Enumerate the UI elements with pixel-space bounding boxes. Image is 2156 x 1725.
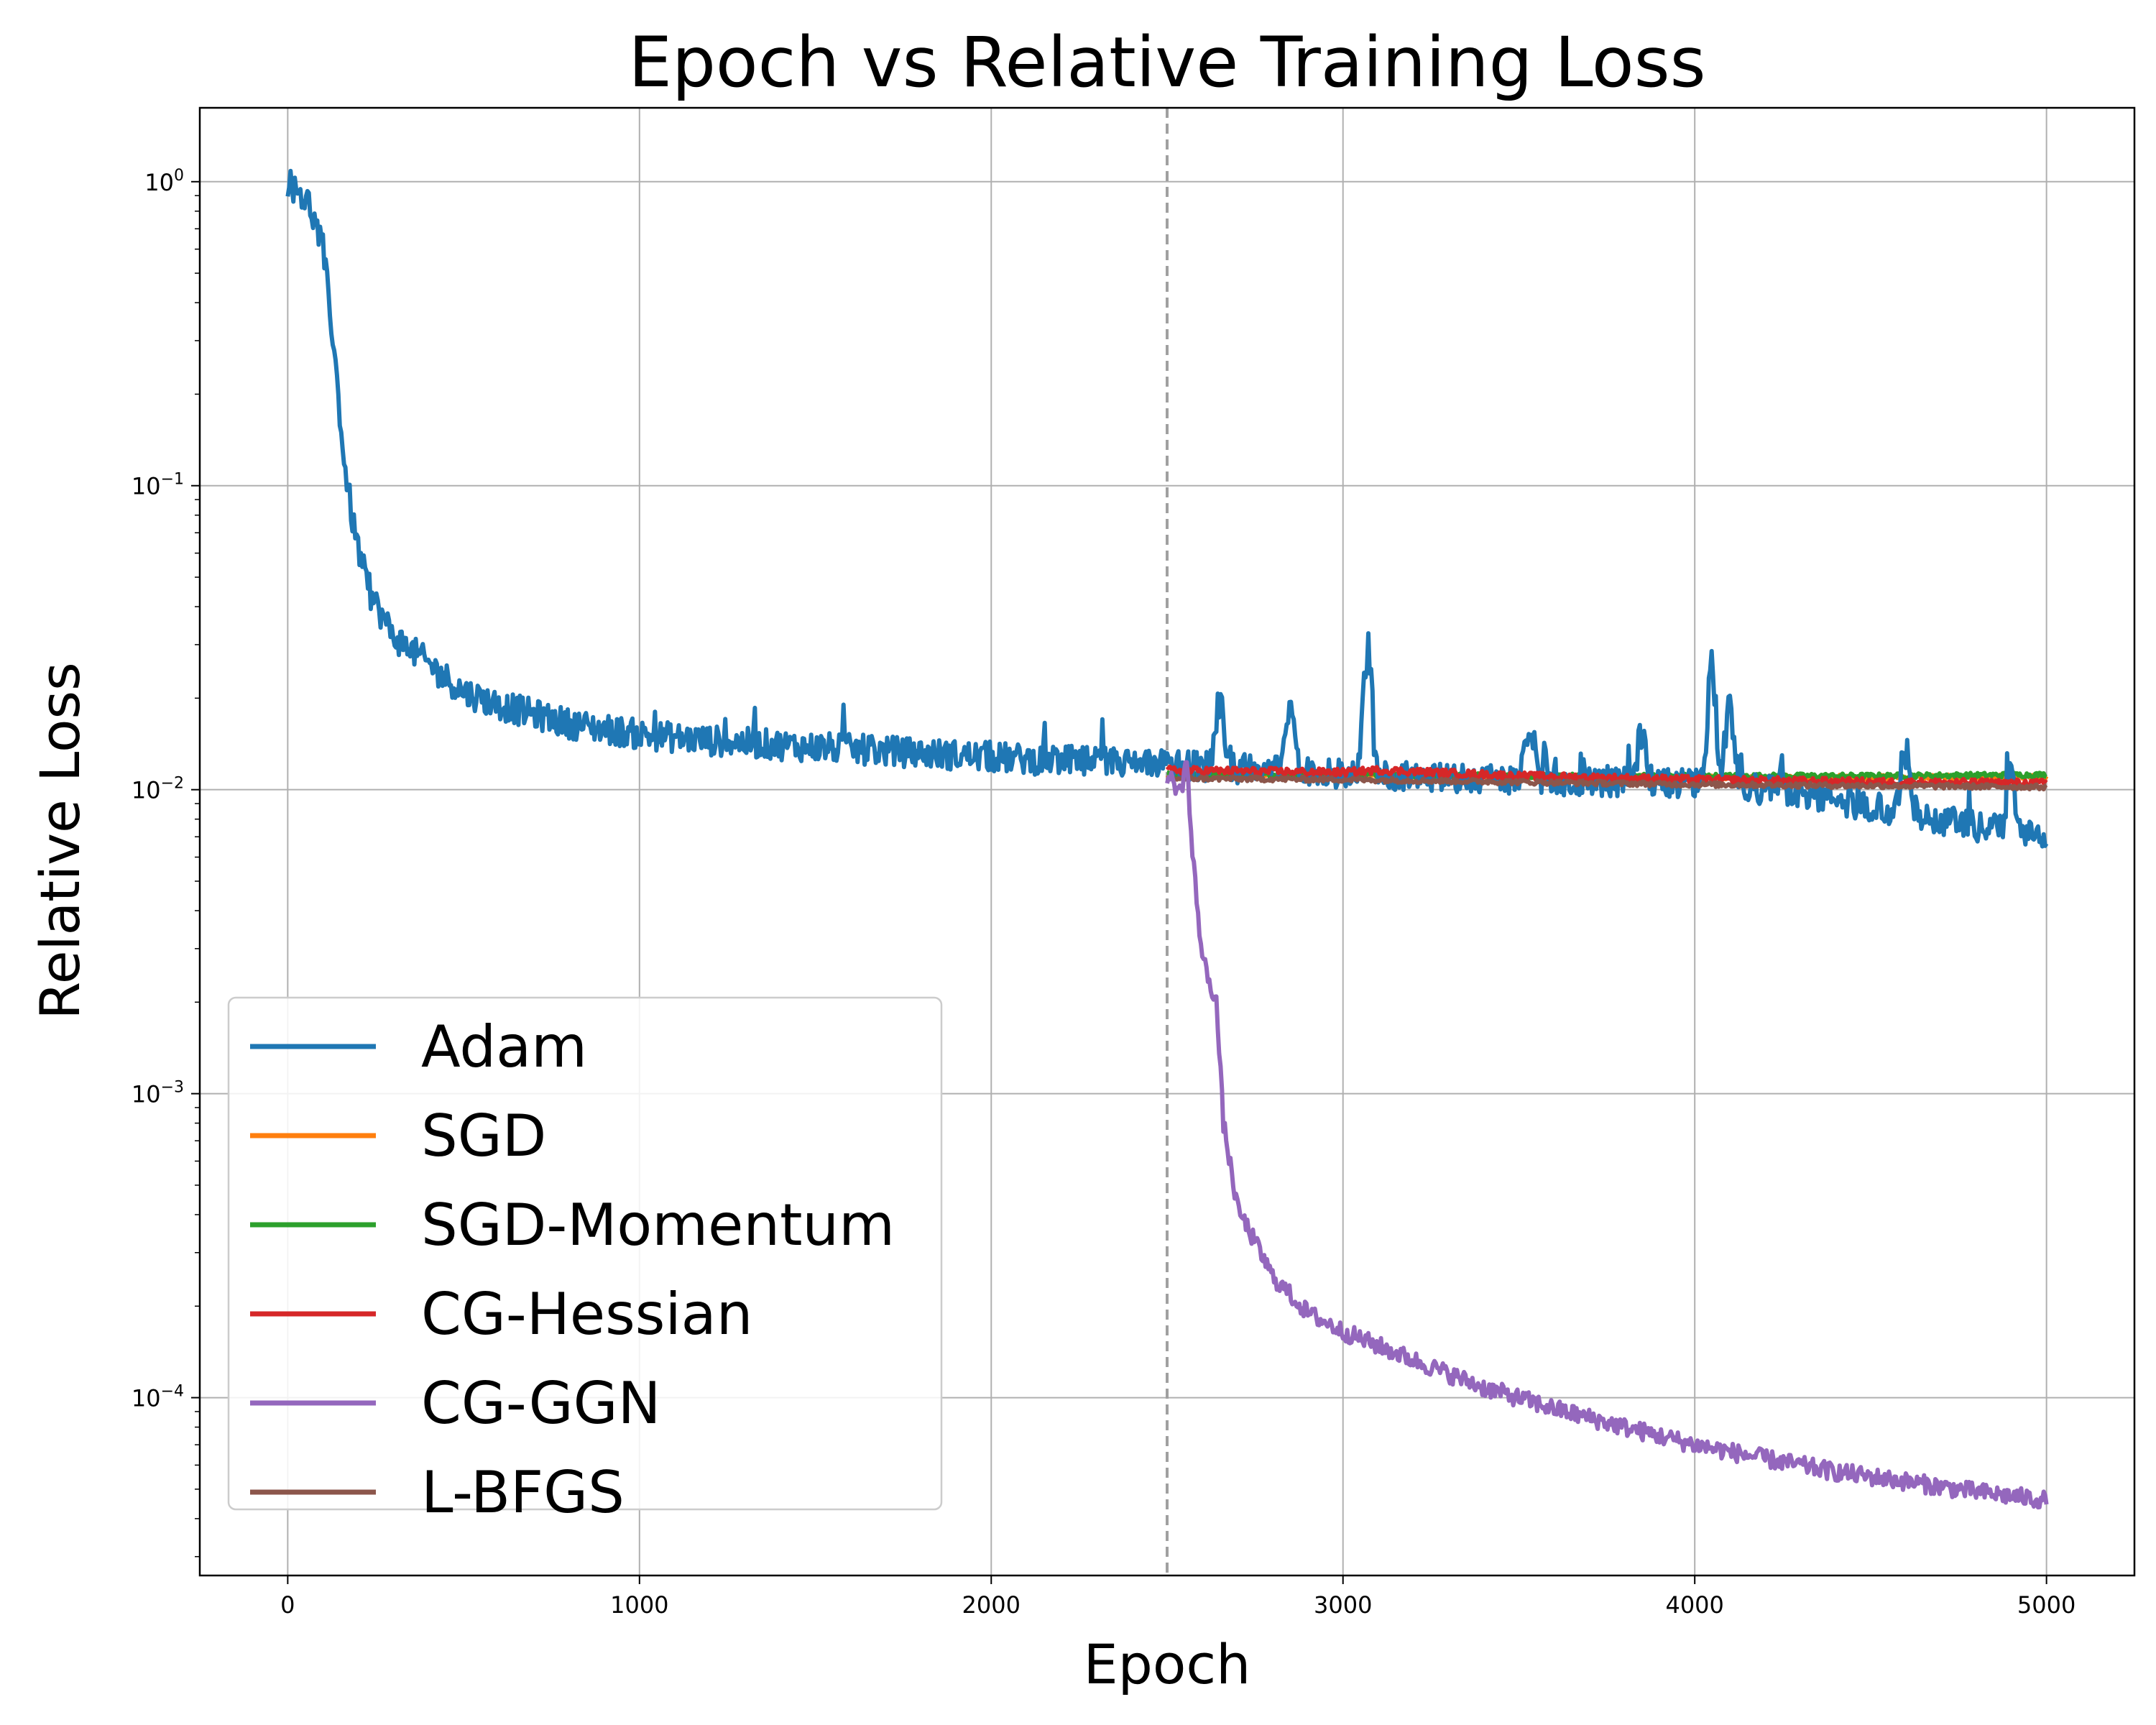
legend: Adam SGD SGD-Momentum CG-Hessian CG-GGN L-BFG… [227, 996, 943, 1526]
series-line-cg-ggn [1165, 760, 2049, 1510]
legend-label-adam: Adam [421, 1013, 587, 1080]
x-tick-label: 4000 [1665, 1591, 1723, 1619]
x-axis-label: Epoch [1084, 1632, 1251, 1696]
series-layer [285, 168, 2049, 1510]
legend-label-l-bfgs: L-BFGS [421, 1459, 625, 1526]
x-tick-label: 3000 [1314, 1591, 1372, 1619]
legend-label-sgd-momentum: SGD-Momentum [421, 1192, 895, 1259]
legend-box [227, 996, 943, 1511]
plot-area-frame [198, 106, 2136, 1577]
chart-title: Epoch vs Relative Training Loss [628, 22, 1705, 103]
legend-label-cg-ggn: CG-GGN [421, 1370, 660, 1437]
x-tick-label: 1000 [610, 1591, 668, 1619]
y-tick-label: 100 [144, 167, 184, 196]
y-tick-label: 10−4 [132, 1383, 184, 1412]
x-tick-label: 0 [280, 1591, 295, 1619]
series-line-l-bfgs [1165, 774, 2048, 792]
x-tick-label: 2000 [962, 1591, 1021, 1619]
legend-label-sgd: SGD [421, 1103, 546, 1169]
legend-label-cg-hessian: CG-Hessian [421, 1281, 752, 1348]
x-tick-label: 5000 [2017, 1591, 2076, 1619]
y-tick-label: 10−1 [132, 471, 184, 500]
axis-ticks: 0 1000 2000 3000 4000 5000 100 10−1 10−2 10−3 10−4 [132, 167, 2076, 1619]
y-tick-label: 10−2 [132, 775, 184, 804]
y-axis-label: Relative Loss [28, 662, 92, 1019]
y-tick-label: 10−3 [132, 1079, 184, 1108]
